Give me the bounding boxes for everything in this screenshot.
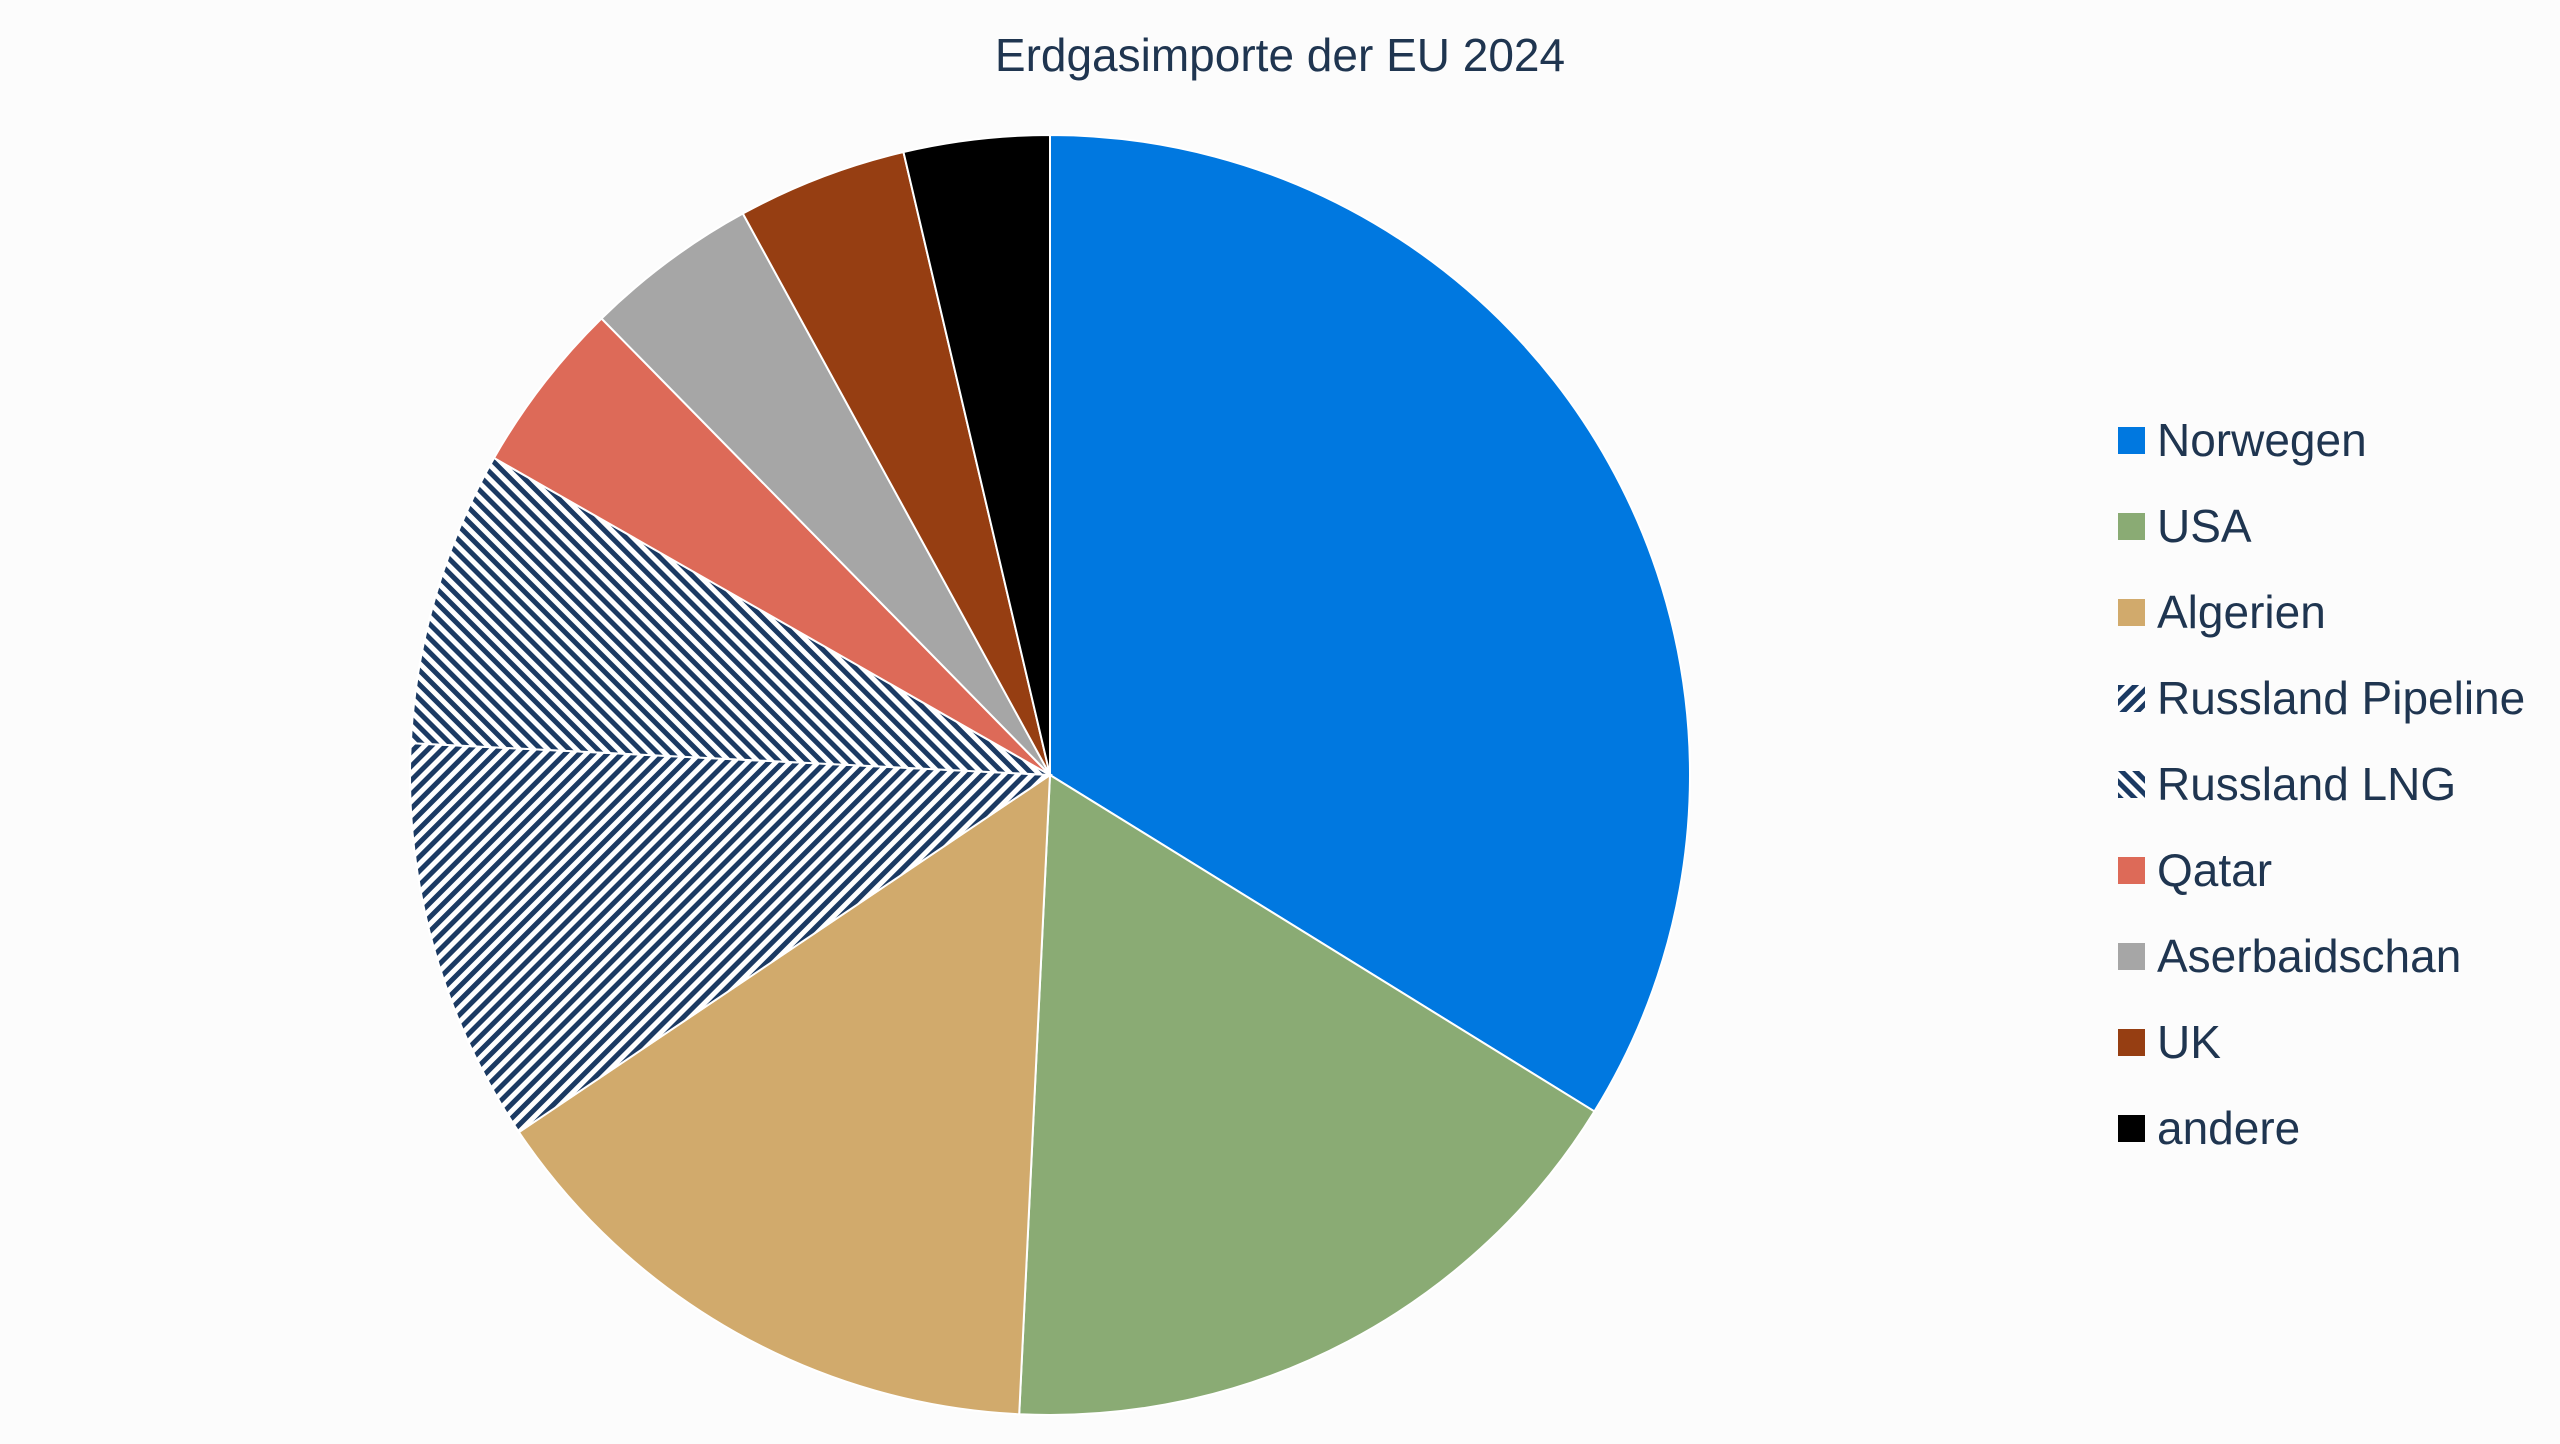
pie-slice-andere (902, 133, 1051, 776)
legend: Norwegen USA Algerien Russland Pipeline Russ… (2118, 397, 2525, 1171)
legend-label: UK (2157, 1016, 2221, 1068)
pie-slice-algerien (517, 773, 1052, 1416)
pie-slices (409, 133, 1691, 1416)
pie-slice-norwegen (1049, 133, 1691, 1113)
chart-title: Erdgasimporte der EU 2024 (994, 29, 1566, 81)
legend-swatch (2118, 770, 2145, 798)
pie-slice-russland-pipeline (409, 742, 1054, 1134)
legend-item: Algerien (2118, 569, 2525, 655)
legend-label: Aserbaidschan (2157, 930, 2462, 982)
legend-swatch (2118, 512, 2145, 540)
legend-item: Russland Pipeline (2118, 655, 2525, 741)
legend-swatch (2118, 1028, 2145, 1056)
legend-swatch (2118, 684, 2145, 712)
pie-slice-uk (741, 150, 1051, 776)
legend-item: andere (2118, 1085, 2525, 1171)
legend-swatch (2118, 856, 2145, 884)
legend-item: Russland LNG (2118, 741, 2525, 827)
legend-label: USA (2157, 500, 2252, 552)
legend-item: USA (2118, 483, 2525, 569)
pie-slice-aserbaidschan (600, 212, 1051, 776)
legend-label: Norwegen (2157, 414, 2367, 466)
legend-swatch (2118, 942, 2145, 970)
legend-item: Aserbaidschan (2118, 913, 2525, 999)
legend-label: Russland LNG (2157, 758, 2457, 810)
legend-label: Russland Pipeline (2157, 672, 2526, 724)
legend-swatch (2118, 598, 2145, 626)
legend-item: UK (2118, 999, 2525, 1085)
legend-item: Norwegen (2118, 397, 2525, 483)
legend-item: Qatar (2118, 827, 2525, 913)
legend-label: andere (2157, 1102, 2301, 1154)
pie-slice-qatar (492, 317, 1051, 776)
legend-label: Algerien (2157, 586, 2326, 638)
pie-slice-usa (1018, 773, 1596, 1416)
legend-swatch (2118, 426, 2145, 454)
legend-label: Qatar (2157, 844, 2273, 896)
pie-slice-russland-lng (409, 456, 1051, 776)
legend-swatch (2118, 1114, 2145, 1142)
